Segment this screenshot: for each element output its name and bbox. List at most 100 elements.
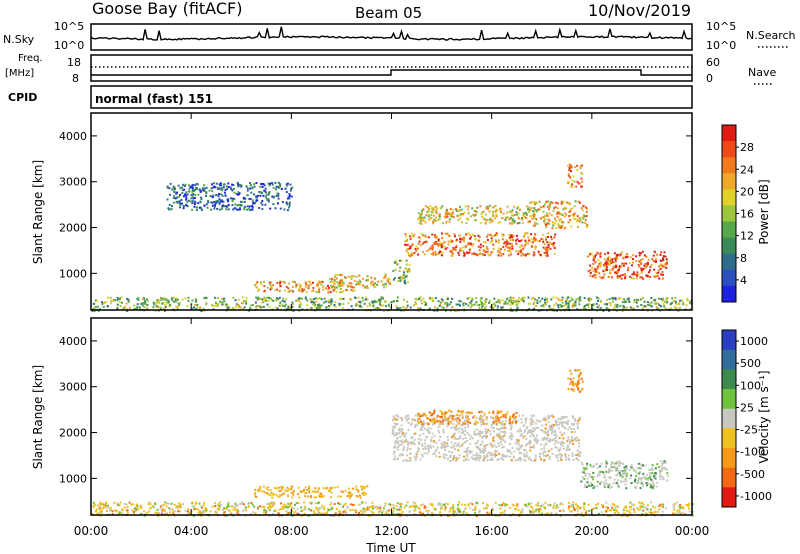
data-point bbox=[566, 164, 569, 167]
data-point bbox=[568, 505, 571, 508]
data-point bbox=[535, 217, 538, 220]
data-point bbox=[251, 304, 254, 306]
data-point bbox=[451, 415, 454, 417]
data-point bbox=[569, 510, 572, 513]
data-point bbox=[394, 458, 397, 461]
data-point bbox=[173, 188, 176, 191]
data-point bbox=[416, 456, 418, 459]
data-point bbox=[523, 503, 526, 506]
data-point bbox=[356, 280, 359, 283]
data-point bbox=[217, 303, 220, 306]
data-point bbox=[458, 414, 461, 417]
data-point bbox=[646, 275, 649, 278]
data-point bbox=[297, 493, 300, 496]
data-point bbox=[171, 205, 173, 207]
data-point bbox=[239, 208, 241, 211]
data-point bbox=[638, 251, 641, 254]
data-point bbox=[493, 302, 496, 305]
data-point bbox=[551, 221, 554, 224]
data-point bbox=[484, 428, 487, 431]
data-point bbox=[411, 419, 414, 422]
data-point bbox=[538, 296, 540, 299]
data-point bbox=[362, 510, 364, 513]
data-point bbox=[583, 477, 586, 480]
data-point bbox=[499, 437, 502, 440]
data-point bbox=[366, 305, 369, 308]
data-point bbox=[200, 196, 203, 199]
data-point bbox=[574, 437, 577, 440]
data-point bbox=[506, 302, 509, 305]
data-point bbox=[237, 304, 240, 307]
data-point bbox=[481, 253, 484, 255]
data-point bbox=[531, 217, 534, 220]
data-point bbox=[173, 194, 176, 197]
data-point bbox=[435, 210, 438, 213]
data-point bbox=[589, 482, 592, 484]
data-point bbox=[101, 503, 104, 506]
data-point bbox=[460, 208, 463, 211]
data-point bbox=[534, 454, 537, 457]
data-point bbox=[448, 220, 451, 223]
data-point bbox=[314, 297, 317, 300]
data-point bbox=[506, 246, 509, 249]
data-point bbox=[566, 296, 569, 299]
data-point bbox=[518, 208, 521, 211]
data-point bbox=[529, 202, 532, 204]
data-point bbox=[527, 296, 530, 299]
data-point bbox=[484, 430, 487, 433]
data-point bbox=[486, 430, 489, 433]
data-point bbox=[279, 183, 281, 186]
data-point bbox=[559, 441, 562, 444]
data-point bbox=[253, 505, 256, 508]
data-point bbox=[231, 189, 234, 192]
data-point bbox=[463, 422, 466, 425]
data-point bbox=[595, 506, 598, 509]
data-point bbox=[234, 203, 237, 206]
data-point bbox=[425, 506, 428, 509]
data-point bbox=[602, 471, 605, 474]
data-point bbox=[574, 420, 577, 423]
data-point bbox=[370, 505, 373, 508]
data-point bbox=[673, 306, 676, 309]
data-point bbox=[422, 208, 425, 211]
data-point bbox=[287, 308, 290, 311]
data-point bbox=[248, 205, 251, 208]
data-point bbox=[569, 440, 571, 443]
data-point bbox=[392, 270, 395, 272]
data-point bbox=[484, 444, 487, 447]
data-point bbox=[479, 243, 482, 246]
data-point bbox=[587, 255, 590, 258]
data-point bbox=[374, 285, 377, 288]
data-point bbox=[644, 506, 647, 509]
data-point bbox=[133, 507, 136, 510]
data-point bbox=[248, 207, 251, 210]
data-point bbox=[497, 444, 500, 447]
data-point bbox=[634, 478, 637, 481]
data-point bbox=[599, 252, 602, 255]
data-point bbox=[663, 265, 666, 268]
data-point bbox=[315, 512, 318, 515]
data-point bbox=[559, 303, 562, 306]
data-point bbox=[547, 246, 550, 249]
data-point bbox=[525, 241, 528, 244]
data-point bbox=[438, 423, 441, 426]
data-point bbox=[625, 509, 628, 512]
data-point bbox=[221, 200, 224, 203]
data-point bbox=[414, 301, 417, 304]
data-point bbox=[405, 263, 408, 266]
data-point bbox=[127, 299, 130, 302]
data-point bbox=[449, 456, 452, 459]
data-point bbox=[437, 425, 440, 428]
data-point bbox=[515, 299, 518, 302]
data-point bbox=[525, 451, 528, 454]
data-point bbox=[358, 300, 361, 303]
data-point bbox=[140, 512, 143, 515]
data-point bbox=[466, 411, 469, 414]
data-point bbox=[603, 273, 606, 276]
data-point bbox=[574, 508, 576, 511]
data-point bbox=[395, 513, 397, 516]
data-point bbox=[499, 441, 502, 443]
data-point bbox=[502, 439, 505, 442]
data-point bbox=[586, 477, 589, 480]
data-point bbox=[370, 283, 373, 286]
